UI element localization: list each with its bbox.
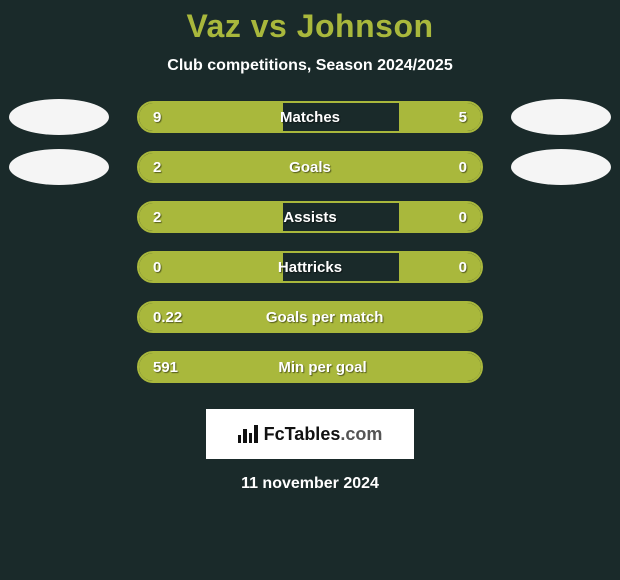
brand-badge[interactable]: FcTables.com xyxy=(206,409,414,459)
bar-label-wrap: 591 Min per goal xyxy=(139,353,481,381)
stat-bar: 591 Min per goal xyxy=(137,351,483,383)
stat-value-left: 0 xyxy=(153,259,161,276)
bar-label-wrap: 2 Assists 0 xyxy=(139,203,481,231)
bar-chart-icon xyxy=(238,425,258,443)
stat-value-right: 0 xyxy=(459,209,467,226)
stat-bar: 9 Matches 5 xyxy=(137,101,483,133)
stat-value-left: 2 xyxy=(153,209,161,226)
spacer xyxy=(9,249,109,285)
spacer xyxy=(511,299,611,335)
brand-suffix: .com xyxy=(340,424,382,444)
brand-name: FcTables xyxy=(264,424,341,444)
stat-row: 0 Hattricks 0 xyxy=(9,249,611,285)
stat-value-left: 0.22 xyxy=(153,309,182,326)
brand-text: FcTables.com xyxy=(264,424,383,445)
spacer xyxy=(511,199,611,235)
comparison-container: Vaz vs Johnson Club competitions, Season… xyxy=(0,0,620,493)
stat-name: Matches xyxy=(280,109,340,126)
bar-label-wrap: 0 Hattricks 0 xyxy=(139,253,481,281)
page-subtitle: Club competitions, Season 2024/2025 xyxy=(167,57,452,75)
stat-name: Goals per match xyxy=(266,309,384,326)
stat-value-left: 2 xyxy=(153,159,161,176)
bar-label-wrap: 0.22 Goals per match xyxy=(139,303,481,331)
spacer xyxy=(511,249,611,285)
stat-row: 591 Min per goal xyxy=(9,349,611,385)
player-avatar-right xyxy=(511,149,611,185)
stat-row: 9 Matches 5 xyxy=(9,99,611,135)
stat-name: Assists xyxy=(283,209,336,226)
stat-row: 2 Goals 0 xyxy=(9,149,611,185)
bar-label-wrap: 2 Goals 0 xyxy=(139,153,481,181)
stat-value-left: 9 xyxy=(153,109,161,126)
stat-row: 0.22 Goals per match xyxy=(9,299,611,335)
stat-value-right: 0 xyxy=(459,259,467,276)
spacer xyxy=(9,299,109,335)
stat-value-left: 591 xyxy=(153,359,178,376)
player-avatar-left xyxy=(9,149,109,185)
stat-bar: 2 Goals 0 xyxy=(137,151,483,183)
stat-name: Hattricks xyxy=(278,259,342,276)
stat-name: Min per goal xyxy=(278,359,366,376)
bar-label-wrap: 9 Matches 5 xyxy=(139,103,481,131)
stat-bar: 0 Hattricks 0 xyxy=(137,251,483,283)
spacer xyxy=(511,349,611,385)
date-text: 11 november 2024 xyxy=(241,475,379,493)
stat-bar: 2 Assists 0 xyxy=(137,201,483,233)
spacer xyxy=(9,349,109,385)
player-avatar-left xyxy=(9,99,109,135)
spacer xyxy=(9,199,109,235)
stat-name: Goals xyxy=(289,159,331,176)
page-title: Vaz vs Johnson xyxy=(186,8,433,45)
stat-bar: 0.22 Goals per match xyxy=(137,301,483,333)
stat-value-right: 5 xyxy=(459,109,467,126)
stats-rows: 9 Matches 5 2 Goals 0 2 Assists 0 0 Hattricks 0 0.22… xyxy=(9,99,611,399)
stat-value-right: 0 xyxy=(459,159,467,176)
stat-row: 2 Assists 0 xyxy=(9,199,611,235)
player-avatar-right xyxy=(511,99,611,135)
